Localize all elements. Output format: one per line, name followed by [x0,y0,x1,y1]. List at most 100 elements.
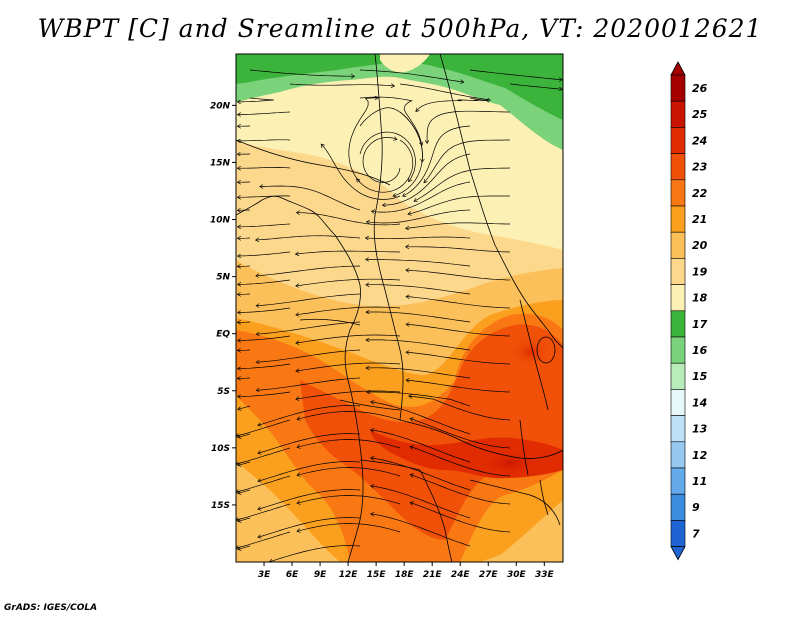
lat-label: 15N [210,158,231,168]
streamline [236,475,291,492]
wbpt-field [236,54,563,562]
streamline [297,390,401,399]
colorbar-swatch [670,205,686,233]
lon-label: 21E [423,570,443,580]
streamline [359,107,423,162]
colorbar-swatch [670,231,686,259]
streamline [257,377,361,390]
lon-label: 24E [451,570,471,580]
border-6 [469,479,561,526]
streamline [348,98,378,183]
streamline [424,139,510,182]
streamline [238,517,251,521]
colorbar-swatch [670,179,686,207]
region-16 [236,54,563,120]
colorbar-label: 26 [692,82,708,95]
lon-label: 15E [367,570,387,580]
border-2 [439,54,563,349]
streamline [238,363,291,369]
lon-label: 9E [314,570,327,580]
streamline [298,467,401,477]
hotspot-25 [482,451,538,475]
colorbar-swatch [670,100,686,128]
streamline [238,279,291,284]
lat-label: 5S [217,387,230,397]
colorbar-label: 23 [692,161,708,174]
streamline [236,503,291,520]
colorbar-label: 22 [692,187,708,200]
streamline [257,293,361,306]
streamline [298,411,401,421]
streamline [236,447,291,464]
streamline [238,167,291,168]
streamline [238,223,291,227]
streamline [270,545,361,562]
colorbar-label: 20 [692,239,708,252]
streamline [238,391,291,397]
lon-label: 27E [479,570,499,580]
streamline [238,335,291,341]
streamline [367,368,471,379]
streamline [238,405,251,409]
colorbar-bottom-arrow [670,546,686,561]
streamline [399,83,491,100]
streamline [238,433,251,437]
lat-label: 10N [210,216,231,226]
streamline [298,439,401,449]
streamline [297,362,401,371]
streamline [372,181,471,212]
streamline [256,235,361,240]
streamline [322,145,401,200]
streamline [371,514,471,547]
border-9 [339,399,401,411]
border-4 [399,419,563,459]
streamline [367,285,471,295]
streamline [257,321,361,334]
colorbar-label: 12 [692,449,708,462]
streamline [298,523,401,533]
colorbar-label: 21 [692,213,707,226]
streamline [409,396,511,421]
lon-label: 12E [339,570,359,580]
streamline [238,307,291,313]
colorbar-label: 16 [692,344,708,357]
streamline [296,278,401,286]
grads-credit: GrADS: IGES/COLA [4,603,98,613]
colorbar-label: 11 [692,475,707,488]
streamlines [236,69,561,562]
streamline [238,196,291,197]
country-borders [236,54,563,562]
lat-label: 20N [210,101,231,111]
streamline [407,297,511,309]
lake-malawi [539,479,549,516]
streamline [260,186,361,211]
colorbar-swatch [670,74,686,102]
border-10 [359,459,421,471]
streamline [371,458,471,491]
streamline [411,447,511,477]
streamline [238,111,291,115]
colorbar-label: 9 [692,501,700,514]
streamline [407,380,511,393]
colorbar-swatch [670,362,686,390]
border-3 [236,139,391,186]
coastline-west [236,195,364,562]
colorbar-swatch [670,310,686,338]
lat-label: EQ [216,330,230,340]
streamline [297,213,401,226]
streamline [257,349,361,362]
streamline [259,405,361,426]
streamline [409,195,510,214]
streamline [368,392,471,407]
streamline [403,125,471,196]
streamline [407,352,511,365]
streamline [238,489,251,493]
colorbar-label: 24 [692,134,707,147]
region-23 [300,324,563,540]
streamline [371,402,471,435]
chart-title: WBPT [C] and Sreamline at 500hPa, VT: 20… [37,14,763,43]
streamline [259,461,361,482]
streamline [411,419,511,449]
streamline [289,84,394,86]
